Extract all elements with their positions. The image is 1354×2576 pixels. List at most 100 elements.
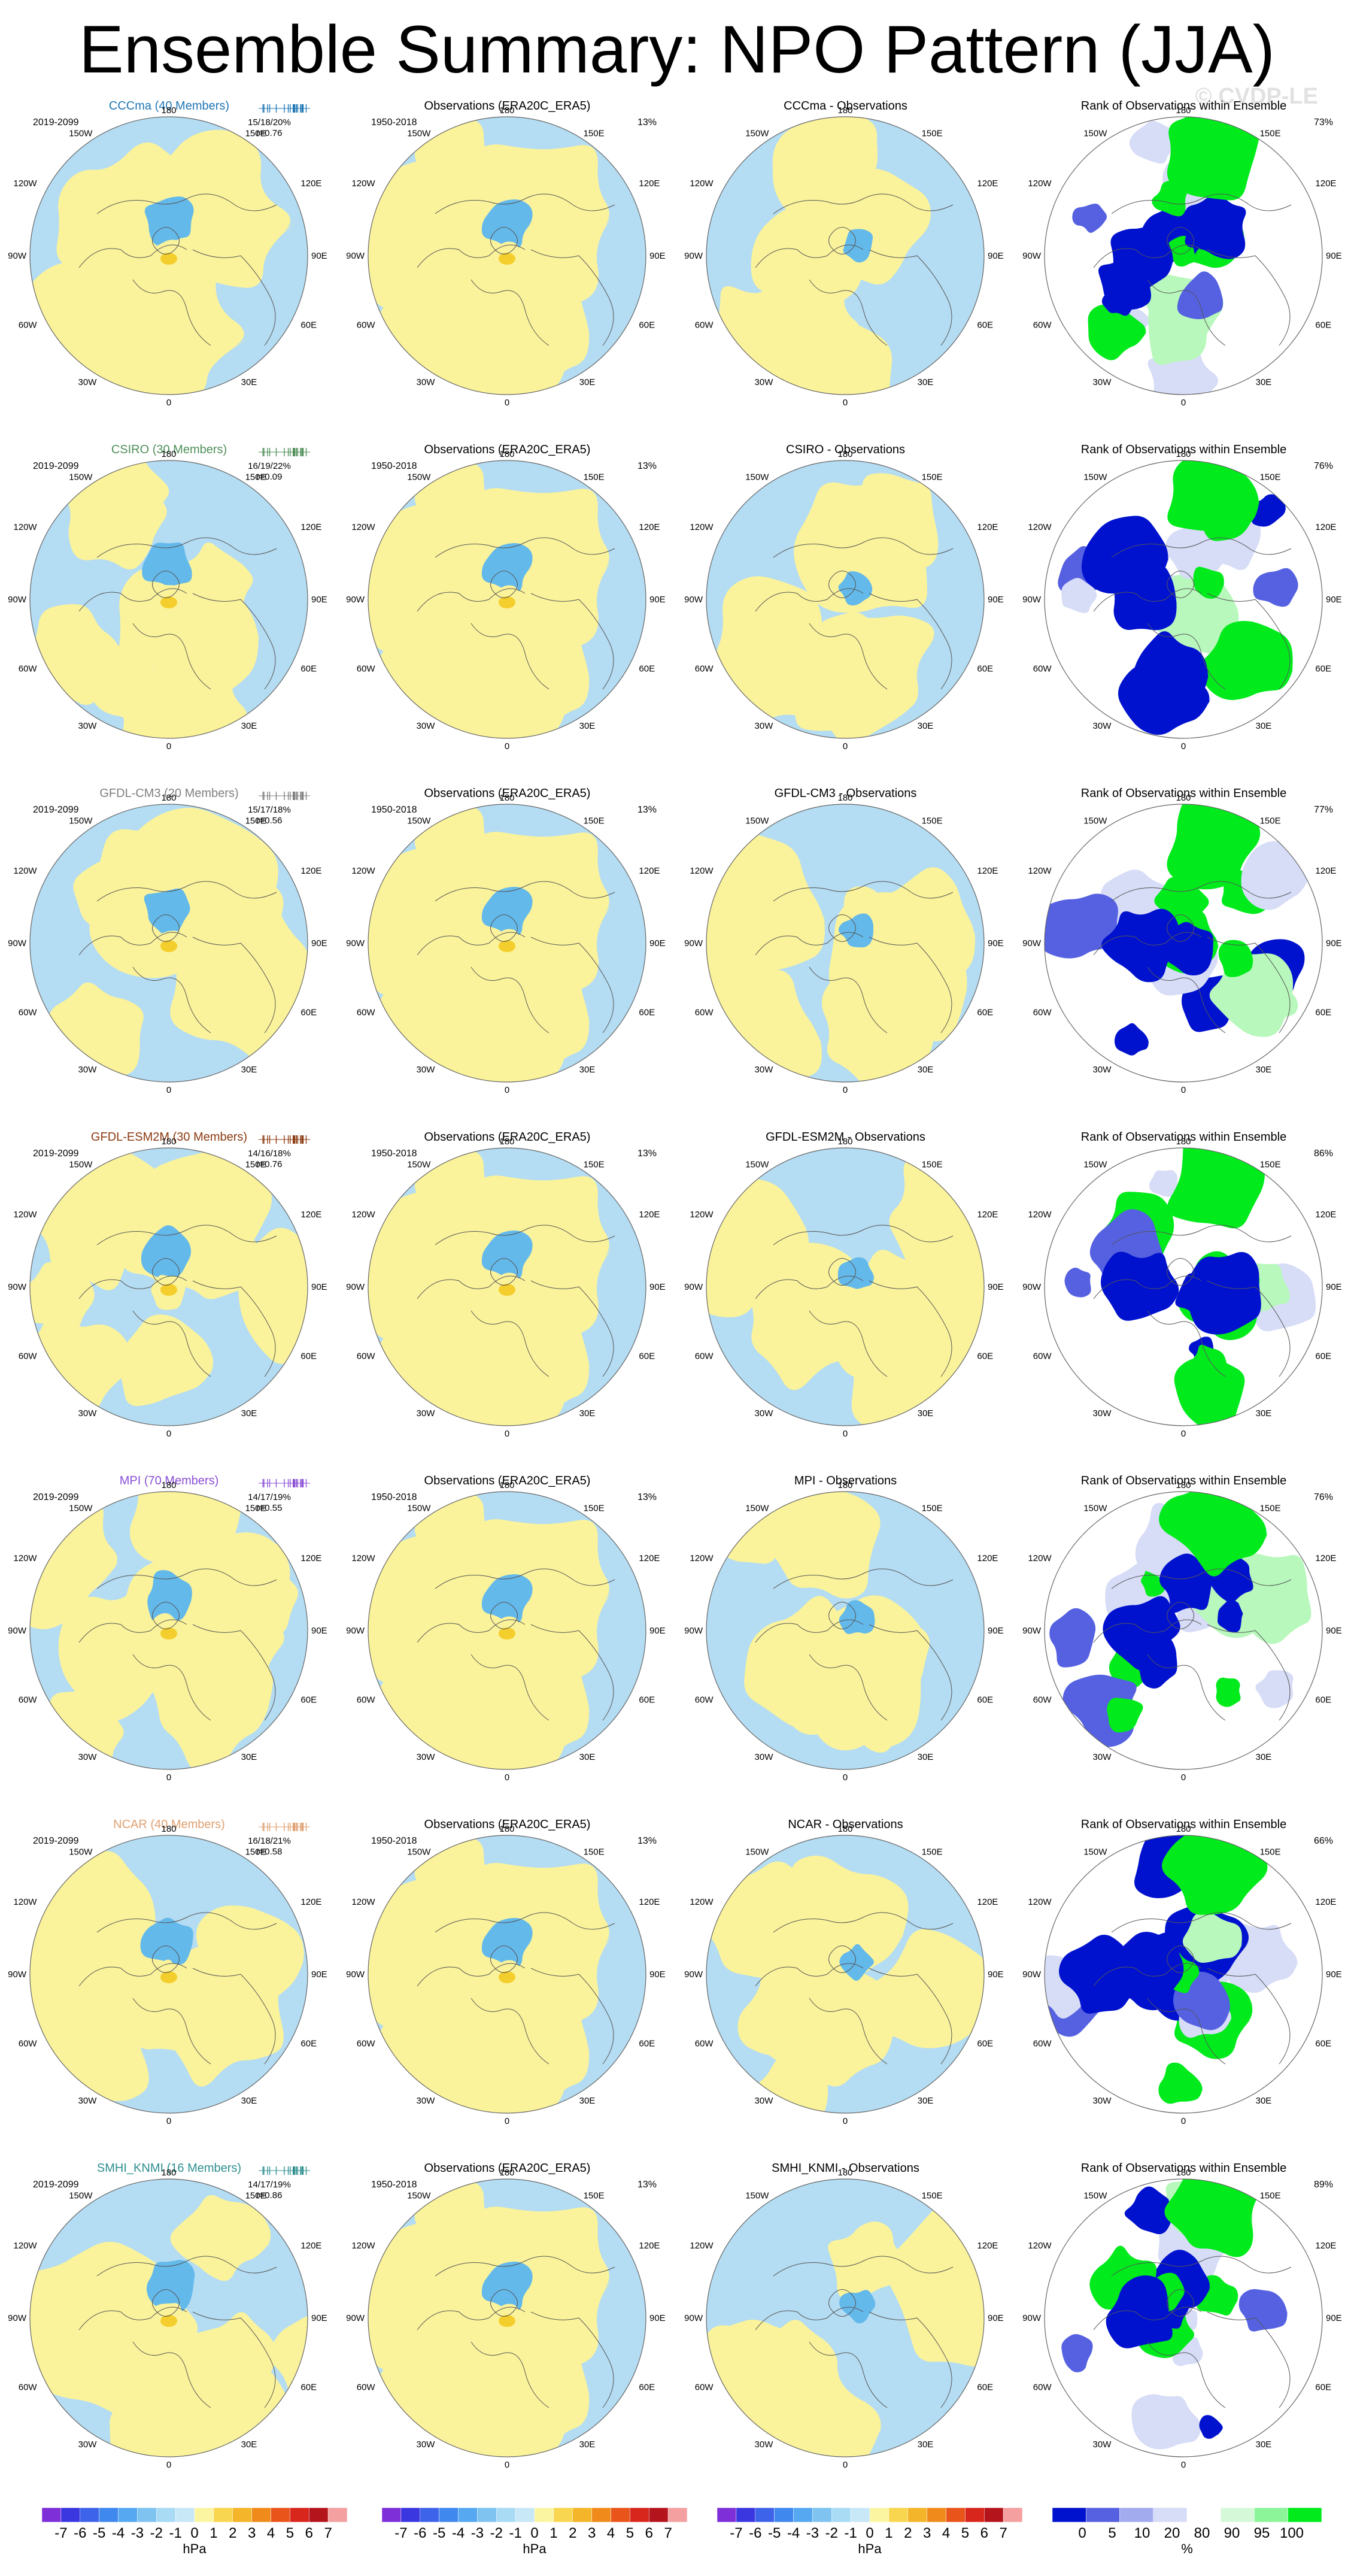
colorbar-tick: -5 <box>93 2525 105 2541</box>
coastline <box>192 1624 276 1721</box>
lon-label-r1: 150E <box>1260 472 1281 482</box>
colorbar-swatch <box>1086 2507 1120 2523</box>
lon-label-r2: 120E <box>639 1210 660 1220</box>
coastline <box>755 2307 864 2330</box>
lon-label-l5: 30W <box>1093 721 1112 731</box>
colorbar-tick: -3 <box>131 2525 144 2541</box>
panel-title: Rank of Observations within Ensemble <box>1080 2162 1287 2175</box>
lon-label-l2: 120W <box>13 1553 37 1563</box>
coastline <box>192 249 276 346</box>
difference-panel: CCCma - Observations 180 0 150W 120W 90W 60W 3… <box>676 66 1015 410</box>
lon-label-top: 180 <box>499 449 514 459</box>
model-panel: CCCma (40 Members) 2019-2099 15/18/20% r=… <box>0 66 338 410</box>
lon-label-r3: 90E <box>649 1626 666 1636</box>
colorbar-swatch <box>60 2507 80 2523</box>
positive-region <box>150 1634 273 1769</box>
lon-label-r1: 150E <box>245 128 266 138</box>
colorbar-tick: -1 <box>509 2525 521 2541</box>
colorbar-swatch <box>534 2507 554 2523</box>
colorbar-tick: -7 <box>394 2525 407 2541</box>
coastline <box>1111 1225 1292 1245</box>
lon-label-r3: 90E <box>1326 1282 1342 1292</box>
panel-title: GFDL-ESM2M - Observations <box>766 1131 925 1144</box>
contour-field <box>368 1148 646 1426</box>
coastline <box>1093 244 1202 268</box>
lon-label-r2: 120E <box>977 522 998 532</box>
map-boundary <box>29 116 308 395</box>
colorbar-tick: 5 <box>286 2525 294 2541</box>
lon-label-l4: 60W <box>695 2383 714 2393</box>
lon-label-l5: 30W <box>417 1065 436 1075</box>
lon-label-r4: 60E <box>977 1695 993 1705</box>
coastline <box>152 1602 180 1629</box>
variance-pct: 13% <box>637 2180 657 2190</box>
lon-label-bottom: 0 <box>166 398 171 408</box>
lon-label-l2: 120W <box>690 522 714 532</box>
lon-label-r4: 60E <box>639 664 655 674</box>
colorbar-swatch <box>458 2507 478 2523</box>
lon-label-r5: 30E <box>918 721 934 731</box>
lon-label-top: 180 <box>499 793 514 803</box>
lon-label-l4: 60W <box>357 1351 376 1362</box>
lon-label-r4: 60E <box>639 320 655 331</box>
contour-field <box>30 804 308 1082</box>
positive-region <box>793 117 879 190</box>
positive-region <box>846 473 939 569</box>
polar-map: 180 0 150W 120W 90W 60W 30W 150E 120E 90E 60E 30E <box>8 1137 327 1439</box>
map-boundary <box>706 116 985 395</box>
positive-region <box>170 2195 274 2281</box>
lon-label-r1: 150E <box>1260 1847 1281 1857</box>
lon-label-bottom: 0 <box>166 1429 171 1439</box>
period-label: 2019-2099 <box>33 2180 79 2190</box>
coastline <box>773 537 954 558</box>
lon-label-top: 180 <box>1176 1137 1191 1147</box>
negative-core <box>481 886 533 936</box>
coastline <box>470 623 550 690</box>
lon-label-bottom: 0 <box>1181 2116 1186 2126</box>
lon-label-r5: 30E <box>579 377 596 387</box>
model-panel: GFDL-ESM2M (30 Members) 2019-2099 14/16/… <box>0 1097 338 1441</box>
variance-pct: 13% <box>637 1148 657 1159</box>
lon-label-r3: 90E <box>988 1969 1004 1980</box>
lon-label-l2: 120W <box>690 1897 714 1907</box>
lon-label-r1: 150E <box>245 472 266 482</box>
lon-label-r3: 90E <box>311 595 327 605</box>
negative-core <box>481 543 533 592</box>
lon-label-bottom: 0 <box>1181 1772 1186 1783</box>
colorbar-swatch <box>755 2507 775 2523</box>
panel-title: NCAR - Observations <box>788 1818 903 1831</box>
lon-label-l2: 120W <box>1028 522 1052 532</box>
positive-region <box>129 1492 244 1566</box>
panel-title: Observations (ERA20C_ERA5) <box>424 443 591 456</box>
positive-core-inner <box>160 940 177 952</box>
lon-label-r3: 90E <box>649 2313 666 2323</box>
negative-core <box>481 1230 533 1280</box>
lon-label-r5: 30E <box>241 1408 257 1419</box>
period-label: 1950-2018 <box>371 461 417 471</box>
coastline <box>132 623 211 690</box>
lon-label-r1: 150E <box>584 472 605 482</box>
coastline <box>1167 1258 1194 1286</box>
lon-label-bottom: 0 <box>505 2116 509 2126</box>
lon-label-r3: 90E <box>649 1969 666 1980</box>
lon-label-r2: 120E <box>1315 522 1336 532</box>
coastline <box>435 537 615 558</box>
colorbar-swatch <box>667 2507 688 2523</box>
lon-label-l4: 60W <box>357 1008 376 1018</box>
coastline <box>132 1654 211 1721</box>
rank-patch <box>1174 1357 1245 1426</box>
rank-panel: Rank of Observations within Ensemble 66%… <box>1015 1784 1353 2128</box>
colorbar-tick: -6 <box>74 2525 86 2541</box>
positive-region <box>706 831 827 984</box>
coastline <box>1207 937 1291 1034</box>
lon-label-l5: 30W <box>417 1408 436 1419</box>
lon-label-r2: 120E <box>300 1553 321 1563</box>
lon-label-r5: 30E <box>241 1065 257 1075</box>
colorbar-swatch <box>717 2507 737 2523</box>
lon-label-r5: 30E <box>918 1408 934 1419</box>
lon-label-r2: 120E <box>977 2241 998 2251</box>
lon-label-r4: 60E <box>300 664 317 674</box>
model-panel: CSIRO (30 Members) 2019-2099 16/19/22% r=… <box>0 410 338 753</box>
lon-label-bottom: 0 <box>505 1772 509 1783</box>
rank-patch <box>1159 1553 1216 1613</box>
